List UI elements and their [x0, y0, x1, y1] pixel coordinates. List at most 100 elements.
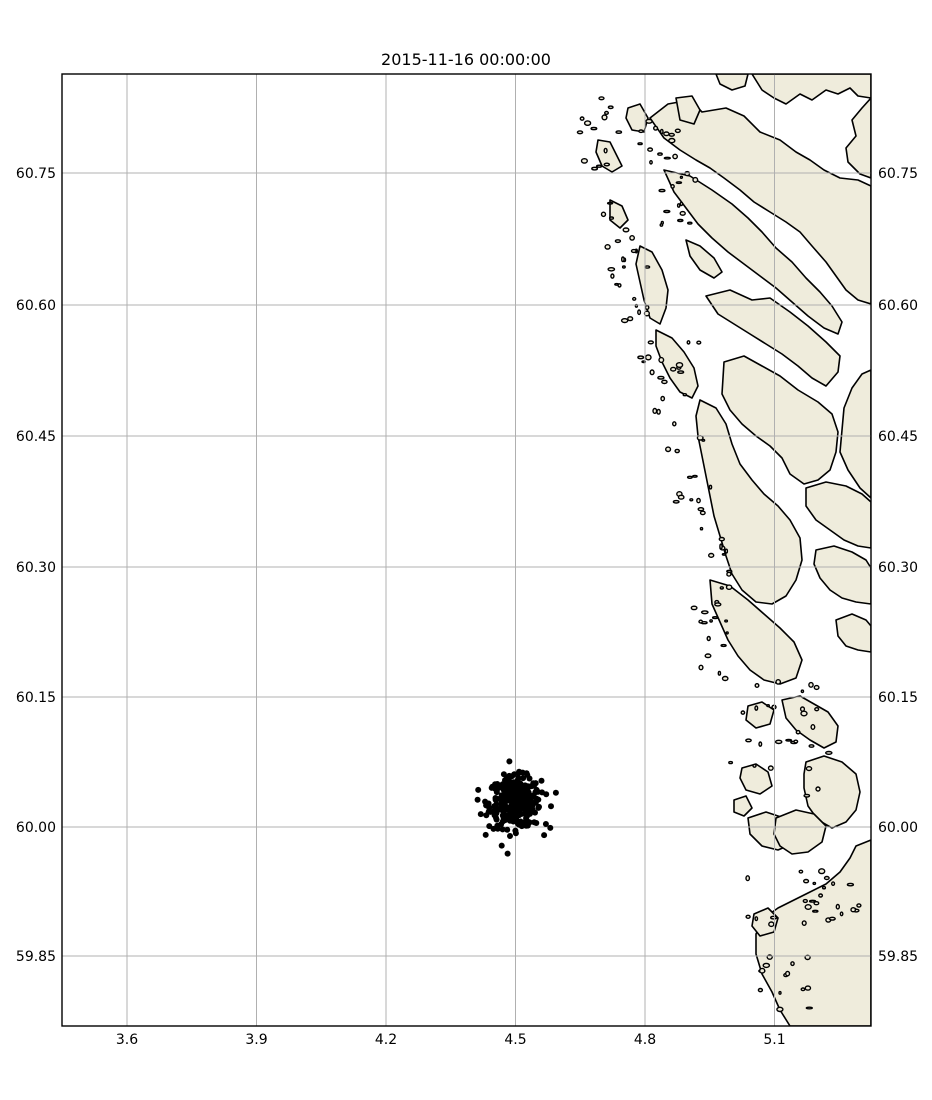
islet	[701, 438, 706, 442]
island-w-3	[739, 763, 773, 795]
mainland-east-mid	[839, 369, 871, 499]
islet	[637, 309, 642, 316]
islet	[672, 499, 680, 504]
islet	[726, 569, 733, 573]
islet	[644, 304, 650, 311]
islet	[604, 110, 610, 115]
islet-layer	[576, 96, 862, 1013]
lon-tick-label: 4.8	[634, 1032, 656, 1048]
islet	[790, 961, 795, 967]
lat-tick-label-right: 60.00	[878, 820, 918, 836]
islet	[644, 354, 652, 361]
islet	[825, 750, 833, 755]
islet	[798, 869, 804, 874]
islet	[699, 510, 706, 516]
lat-tick-label-right: 60.45	[878, 429, 918, 445]
islet	[815, 786, 821, 792]
particle-point	[513, 799, 520, 806]
islet	[775, 679, 782, 685]
islet	[675, 181, 683, 185]
lat-tick-labels-left: 60.75 60.60 60.45 60.30 60.15 60.00 59.8…	[16, 166, 56, 965]
islet	[795, 729, 801, 735]
islet	[606, 201, 614, 205]
particle-point	[523, 822, 530, 829]
particle-point	[504, 804, 511, 811]
lon-tick-label: 3.9	[245, 1032, 267, 1048]
islet	[686, 475, 693, 479]
islet	[692, 176, 699, 183]
particle-point	[482, 831, 489, 838]
islet	[719, 586, 724, 590]
islet	[776, 1006, 784, 1013]
islet	[728, 760, 734, 765]
islet	[676, 203, 681, 208]
islet	[706, 635, 711, 642]
lat-tick-label-left: 60.75	[16, 166, 56, 182]
islet	[682, 393, 688, 397]
grid-layer	[62, 74, 871, 1026]
islet	[677, 218, 684, 223]
particle-point	[515, 775, 522, 782]
islet	[660, 395, 666, 402]
islet	[805, 765, 813, 772]
island-south-5	[773, 809, 827, 855]
particle-point	[510, 813, 517, 820]
islet	[617, 283, 622, 288]
islet	[652, 407, 658, 415]
islet	[839, 911, 844, 917]
islet	[804, 904, 812, 911]
islet	[675, 362, 684, 369]
islet	[709, 619, 713, 623]
particle-point	[541, 832, 548, 839]
islet	[850, 907, 857, 913]
particle-point	[523, 813, 530, 820]
lon-tick-label: 4.2	[375, 1032, 397, 1048]
islet	[759, 967, 766, 974]
lat-tick-label-right: 60.75	[878, 166, 918, 182]
islet	[818, 893, 824, 898]
islet	[721, 675, 729, 682]
particle-point	[499, 826, 506, 833]
islet	[637, 142, 643, 146]
islet	[745, 738, 752, 743]
particle-point	[494, 795, 501, 802]
islet	[805, 1006, 813, 1010]
islet	[698, 664, 704, 671]
islet	[812, 881, 817, 886]
particle-point	[513, 795, 520, 802]
particle-point	[477, 811, 484, 818]
islet	[721, 552, 727, 556]
islet	[814, 707, 820, 712]
particle-point	[499, 784, 506, 791]
particle-point	[542, 821, 549, 827]
island-south-2	[781, 695, 839, 749]
mainland-east-upper	[845, 97, 871, 179]
islet	[607, 105, 614, 110]
islet	[684, 170, 691, 177]
islet	[800, 710, 808, 717]
lat-tick-label-left: 60.30	[16, 560, 56, 576]
islet	[800, 689, 805, 694]
island-nw-1	[595, 139, 623, 173]
islet	[591, 166, 599, 171]
lon-tick-labels: 3.6 3.9 4.2 4.5 4.8 5.1	[116, 1032, 786, 1048]
islet	[803, 793, 811, 798]
islet	[659, 128, 664, 135]
islet	[740, 710, 746, 715]
mainland-north	[715, 74, 749, 91]
islet	[708, 484, 713, 490]
islet	[823, 875, 830, 881]
islet	[590, 126, 598, 131]
particle-point	[548, 803, 554, 810]
islet	[830, 881, 836, 886]
islet	[692, 474, 698, 478]
islet	[638, 129, 644, 134]
islet	[660, 220, 664, 225]
island-south-lower	[709, 579, 803, 685]
islet	[752, 763, 757, 768]
islet	[603, 147, 608, 154]
islet	[828, 916, 836, 921]
islet	[604, 243, 611, 250]
islet	[802, 878, 810, 884]
